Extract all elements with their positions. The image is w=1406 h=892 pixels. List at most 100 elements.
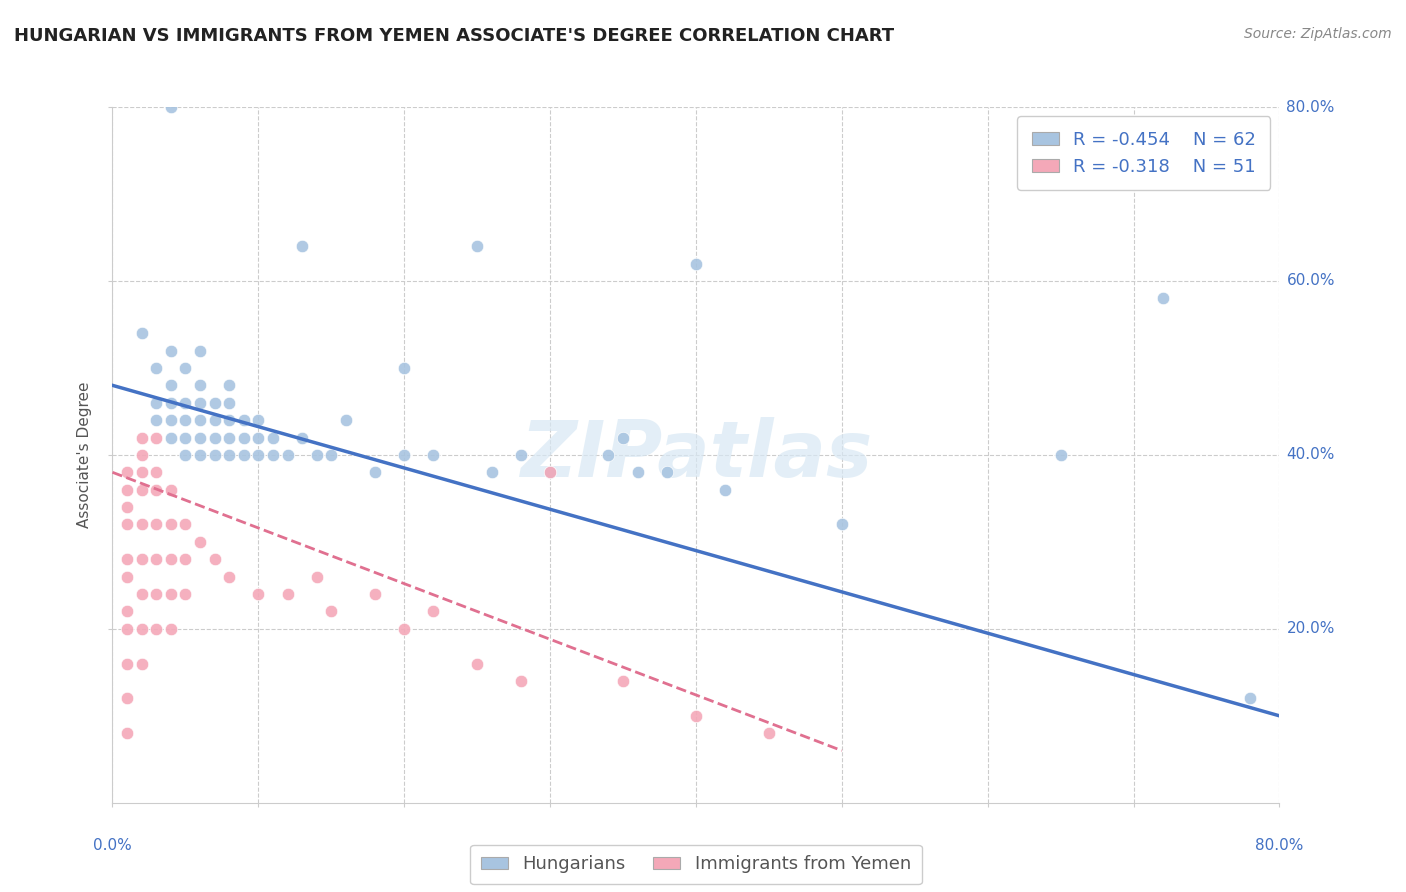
Point bbox=[655, 466, 678, 480]
Point bbox=[174, 517, 197, 532]
Point bbox=[131, 483, 153, 497]
Point bbox=[174, 360, 197, 375]
Point bbox=[188, 343, 211, 358]
Point bbox=[131, 552, 153, 566]
Point bbox=[174, 587, 197, 601]
Point bbox=[174, 431, 197, 445]
Point bbox=[145, 587, 167, 601]
Point bbox=[160, 100, 183, 114]
Point bbox=[145, 552, 167, 566]
Point bbox=[364, 466, 387, 480]
Point bbox=[145, 396, 167, 410]
Point bbox=[1239, 691, 1261, 706]
Point bbox=[160, 622, 183, 636]
Text: 20.0%: 20.0% bbox=[1286, 622, 1334, 636]
Point bbox=[612, 431, 634, 445]
Point bbox=[247, 413, 270, 427]
Point bbox=[145, 517, 167, 532]
Point bbox=[204, 448, 226, 462]
Point bbox=[145, 622, 167, 636]
Point bbox=[204, 552, 226, 566]
Point bbox=[1049, 448, 1071, 462]
Point bbox=[131, 431, 153, 445]
Point bbox=[160, 396, 183, 410]
Point bbox=[247, 431, 270, 445]
Point bbox=[115, 691, 138, 706]
Point bbox=[218, 396, 240, 410]
Point bbox=[714, 483, 737, 497]
Point bbox=[131, 622, 153, 636]
Point bbox=[538, 466, 561, 480]
Point bbox=[115, 622, 138, 636]
Point bbox=[831, 517, 853, 532]
Point bbox=[465, 239, 488, 253]
Point bbox=[160, 483, 183, 497]
Point bbox=[115, 466, 138, 480]
Point bbox=[115, 605, 138, 619]
Point bbox=[626, 466, 648, 480]
Point bbox=[291, 431, 314, 445]
Point bbox=[758, 726, 780, 740]
Point bbox=[247, 587, 270, 601]
Text: 0.0%: 0.0% bbox=[93, 838, 132, 854]
Legend: Hungarians, Immigrants from Yemen: Hungarians, Immigrants from Yemen bbox=[471, 845, 921, 884]
Point bbox=[305, 448, 328, 462]
Point bbox=[204, 431, 226, 445]
Point bbox=[422, 605, 444, 619]
Point bbox=[232, 448, 254, 462]
Point bbox=[160, 517, 183, 532]
Point bbox=[145, 466, 167, 480]
Point bbox=[305, 570, 328, 584]
Point bbox=[218, 570, 240, 584]
Point bbox=[321, 605, 343, 619]
Point bbox=[204, 396, 226, 410]
Point bbox=[188, 378, 211, 392]
Point bbox=[115, 570, 138, 584]
Point bbox=[218, 378, 240, 392]
Point bbox=[509, 674, 531, 689]
Point bbox=[598, 448, 620, 462]
Point bbox=[188, 534, 211, 549]
Point bbox=[538, 466, 561, 480]
Point bbox=[232, 431, 254, 445]
Point bbox=[131, 326, 153, 340]
Point bbox=[218, 413, 240, 427]
Point bbox=[465, 657, 488, 671]
Point bbox=[115, 517, 138, 532]
Point bbox=[145, 413, 167, 427]
Text: ZIPatlas: ZIPatlas bbox=[520, 417, 872, 493]
Point bbox=[131, 448, 153, 462]
Point bbox=[131, 657, 153, 671]
Point bbox=[685, 256, 707, 270]
Point bbox=[160, 552, 183, 566]
Point bbox=[481, 466, 503, 480]
Point bbox=[612, 674, 634, 689]
Point bbox=[291, 239, 314, 253]
Point bbox=[218, 431, 240, 445]
Point bbox=[145, 431, 167, 445]
Point bbox=[115, 552, 138, 566]
Point bbox=[131, 517, 153, 532]
Point bbox=[115, 483, 138, 497]
Point bbox=[188, 396, 211, 410]
Point bbox=[160, 413, 183, 427]
Point bbox=[115, 500, 138, 514]
Point bbox=[392, 448, 416, 462]
Point bbox=[115, 726, 138, 740]
Point bbox=[145, 483, 167, 497]
Text: Source: ZipAtlas.com: Source: ZipAtlas.com bbox=[1244, 27, 1392, 41]
Point bbox=[188, 431, 211, 445]
Point bbox=[262, 448, 284, 462]
Text: 80.0%: 80.0% bbox=[1286, 100, 1334, 114]
Point bbox=[160, 587, 183, 601]
Point bbox=[276, 587, 298, 601]
Point bbox=[160, 378, 183, 392]
Point bbox=[685, 708, 707, 723]
Point bbox=[145, 360, 167, 375]
Point bbox=[131, 466, 153, 480]
Point bbox=[188, 448, 211, 462]
Point bbox=[262, 431, 284, 445]
Point bbox=[131, 587, 153, 601]
Point bbox=[174, 413, 197, 427]
Point bbox=[321, 448, 343, 462]
